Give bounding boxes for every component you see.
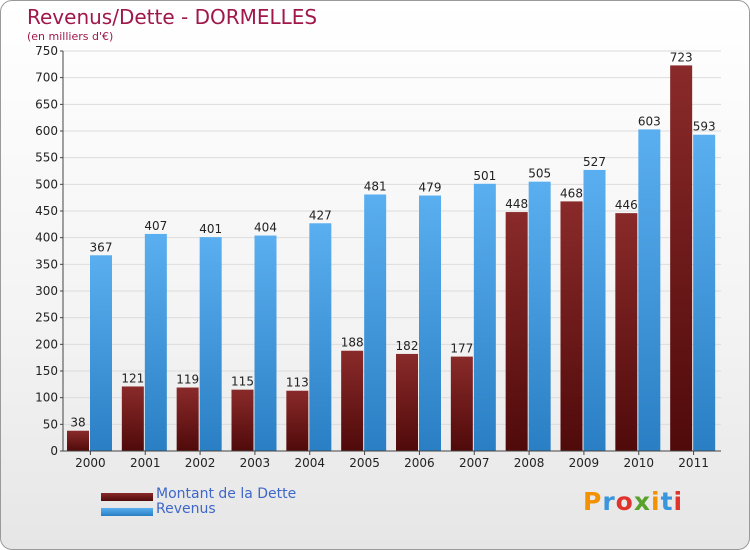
data-label-revenus: 501 (473, 169, 496, 183)
data-label-revenus: 593 (693, 120, 716, 134)
bars (67, 65, 716, 452)
x-tick-label: 2007 (459, 456, 490, 470)
data-label-dette: 446 (615, 198, 638, 212)
bar-dette (670, 65, 693, 452)
bar-dette (396, 353, 418, 451)
bar-dette (450, 356, 473, 451)
bar-dette (121, 386, 144, 451)
y-tick-label: 400 (35, 231, 58, 245)
data-label-revenus: 404 (254, 221, 277, 235)
legend-swatch-dette (101, 493, 153, 501)
bar-dette (176, 387, 199, 451)
data-label-revenus: 603 (638, 114, 661, 128)
y-tick-label: 700 (35, 71, 58, 85)
legend-label-revenus: Revenus (156, 501, 216, 517)
bar-revenus (419, 195, 441, 451)
bar-dette (615, 213, 638, 451)
x-tick-label: 2003 (240, 456, 271, 470)
chart-subtitle: (en milliers d'€) (27, 30, 114, 43)
bar-revenus (583, 169, 606, 451)
data-label-dette: 723 (670, 50, 693, 64)
data-label-dette: 119 (176, 373, 199, 387)
bar-dette (341, 350, 364, 451)
x-tick-label: 2011 (678, 456, 709, 470)
bar-dette (67, 430, 89, 451)
y-tick-label: 650 (35, 97, 58, 111)
bar-revenus (528, 181, 551, 451)
data-label-dette: 188 (341, 336, 364, 350)
y-tick-label: 600 (35, 124, 58, 138)
data-label-revenus: 367 (90, 240, 113, 254)
x-tick-label: 2000 (75, 456, 106, 470)
data-labels: 38 367 121 407 119 401 115 404 113 427 188 481 182 47… (70, 50, 715, 429)
bar-revenus (90, 255, 112, 451)
y-tick-label: 750 (35, 44, 58, 58)
data-label-dette: 121 (121, 371, 144, 385)
data-label-revenus: 407 (144, 219, 167, 233)
x-tick-label: 2008 (514, 456, 545, 470)
legend-label-dette: Montant de la Dette (156, 486, 297, 502)
bar-revenus (693, 134, 716, 451)
bar-revenus (473, 183, 496, 452)
logo-letter: t (660, 487, 674, 516)
legend-swatch-revenus (101, 508, 153, 516)
bar-dette (560, 201, 583, 451)
bar-dette (505, 212, 528, 451)
y-tick-label: 0 (50, 444, 58, 458)
bar-dette (286, 390, 309, 451)
bar-revenus (638, 129, 661, 451)
bar-revenus (309, 223, 332, 451)
y-tick-label: 450 (35, 204, 58, 218)
data-label-revenus: 505 (528, 167, 551, 181)
x-tick-label: 2010 (623, 456, 654, 470)
data-label-dette: 115 (231, 375, 254, 389)
proxiti-logo: Proxiti (583, 487, 683, 516)
y-tick-label: 100 (35, 391, 58, 405)
y-tick-label: 200 (35, 337, 58, 351)
x-tick-label: 2001 (130, 456, 161, 470)
logo-letter: P (583, 487, 603, 516)
data-label-revenus: 481 (364, 179, 387, 193)
data-label-dette: 182 (396, 339, 419, 353)
data-label-revenus: 427 (309, 208, 332, 222)
y-tick-label: 550 (35, 151, 58, 165)
y-tick-label: 350 (35, 257, 58, 271)
logo-letter: r (602, 487, 616, 516)
x-tick-label: 2002 (185, 456, 216, 470)
bar-revenus (144, 233, 167, 451)
y-tick-label: 50 (43, 417, 58, 431)
data-label-revenus: 479 (419, 181, 442, 195)
data-label-dette: 38 (70, 416, 85, 430)
x-tick-label: 2004 (294, 456, 325, 470)
bar-revenus (364, 194, 387, 451)
data-label-dette: 113 (286, 376, 309, 390)
x-tick-label: 2005 (349, 456, 380, 470)
data-label-dette: 177 (450, 342, 473, 356)
logo-letter: i (651, 487, 661, 516)
bar-revenus (199, 237, 222, 451)
logo-letter: x (633, 487, 651, 516)
data-label-dette: 448 (505, 197, 528, 211)
logo-letter: o (615, 487, 634, 516)
y-tick-label: 250 (35, 311, 58, 325)
chart-title: Revenus/Dette - DORMELLES (27, 5, 318, 29)
data-label-revenus: 527 (583, 155, 606, 169)
x-tick-label: 2009 (569, 456, 600, 470)
y-tick-label: 150 (35, 364, 58, 378)
bar-dette (231, 389, 254, 451)
logo-letter: i (673, 487, 684, 516)
data-label-dette: 468 (560, 186, 583, 200)
x-tick-label: 2006 (404, 456, 435, 470)
y-tick-label: 500 (35, 177, 58, 191)
data-label-revenus: 401 (199, 222, 222, 236)
bar-revenus (254, 235, 277, 451)
axes: 0 50 100 150 200 250 300 350 400 450 500 550 600 650 7… (35, 44, 721, 470)
y-tick-label: 300 (35, 284, 58, 298)
